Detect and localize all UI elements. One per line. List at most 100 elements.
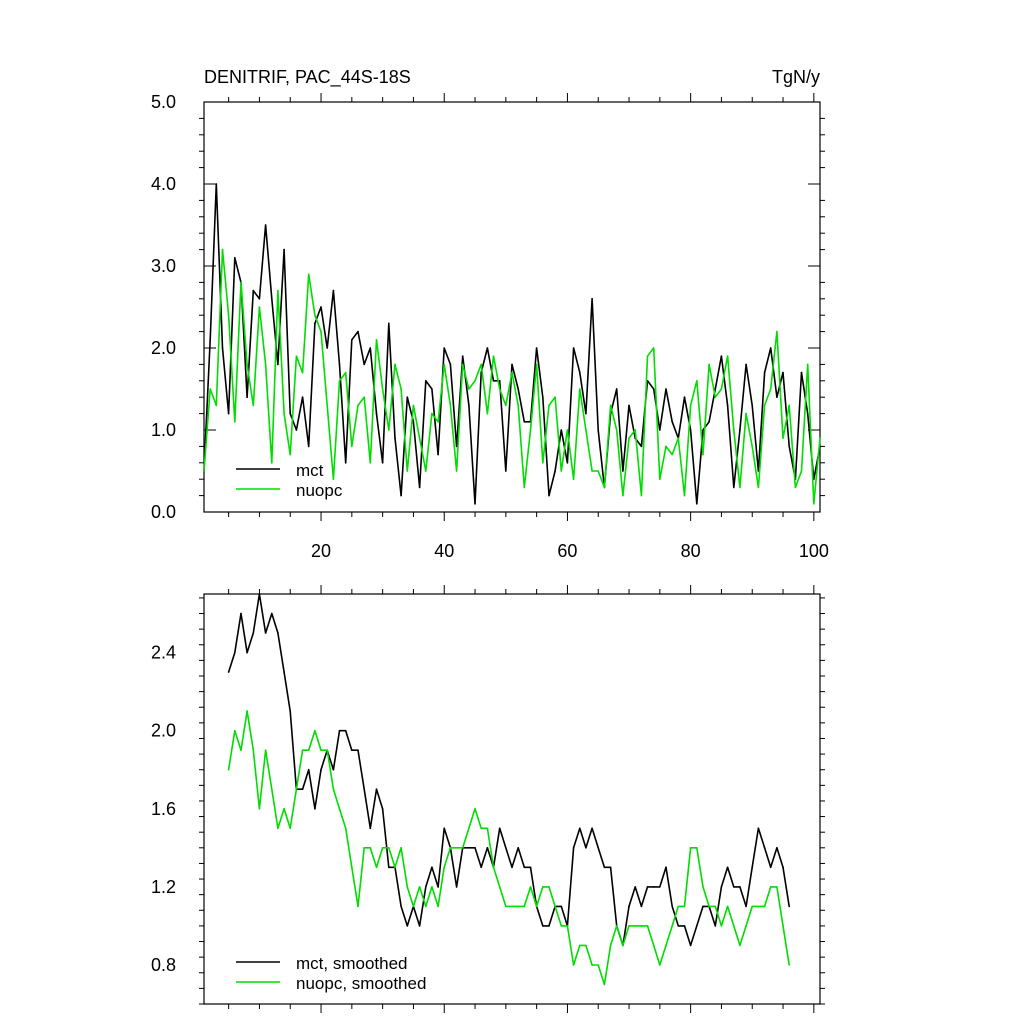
data-point — [542, 462, 544, 464]
series-points — [203, 183, 821, 505]
data-point — [776, 886, 778, 888]
data-point — [511, 371, 513, 374]
data-point — [283, 412, 285, 415]
data-point — [425, 470, 427, 472]
data-point — [542, 396, 544, 399]
data-point — [221, 347, 224, 349]
data-point — [246, 710, 248, 712]
data-point — [431, 886, 433, 888]
y-tick-label: 1.0 — [151, 420, 176, 440]
data-point — [622, 494, 624, 497]
data-point — [720, 925, 723, 927]
data-point — [443, 866, 446, 869]
y-tick-label: 3.0 — [151, 256, 176, 276]
data-point — [381, 462, 384, 464]
data-point — [289, 710, 292, 712]
data-point — [418, 437, 421, 440]
data-point — [782, 437, 784, 440]
data-point — [523, 866, 526, 869]
data-point — [320, 749, 322, 751]
data-point — [542, 925, 544, 927]
data-point — [560, 470, 563, 472]
data-point — [585, 412, 587, 415]
data-point — [683, 905, 686, 908]
data-point — [425, 905, 427, 908]
bottom-panel: 0.8 1.2 1.6 2.0 2.4 mct, smoothed nuopc, smo… — [151, 585, 825, 1013]
data-point — [751, 445, 753, 448]
data-point — [560, 429, 563, 431]
data-point — [548, 404, 550, 407]
data-point — [468, 827, 470, 830]
data-point — [702, 905, 704, 908]
data-point — [480, 363, 483, 366]
data-point — [615, 429, 618, 431]
data-point — [671, 453, 673, 456]
data-point — [388, 866, 390, 869]
data-point — [381, 388, 384, 390]
data-point — [566, 925, 569, 927]
data-point — [603, 486, 606, 489]
data-point — [652, 347, 655, 349]
data-point — [246, 651, 248, 654]
data-point — [652, 944, 655, 947]
legend-label-nuopc-smoothed: nuopc, smoothed — [296, 974, 426, 993]
data-point — [665, 944, 667, 947]
tick-labels: 20 40 60 80 100 0.0 1.0 2.0 3.0 4.0 5.0 — [151, 92, 829, 561]
data-point — [271, 612, 273, 615]
data-point — [757, 470, 760, 472]
data-point — [264, 749, 267, 751]
data-point — [474, 847, 476, 849]
data-point — [227, 314, 230, 317]
data-point — [474, 808, 476, 810]
data-point — [443, 363, 446, 366]
data-point — [363, 363, 366, 366]
data-point — [745, 925, 747, 927]
y-tick-label: 4.0 — [151, 174, 176, 194]
data-point — [622, 944, 624, 947]
series-points — [227, 710, 790, 986]
data-point — [523, 486, 526, 489]
data-point — [375, 866, 378, 869]
data-point — [252, 404, 255, 407]
data-point — [714, 905, 717, 908]
data-point — [677, 437, 680, 440]
data-point — [726, 404, 729, 407]
data-point — [739, 486, 741, 489]
data-point — [357, 330, 359, 333]
top-panel: DENITRIF, PAC_44S-18S TgN/y 20 40 60 80 100 0… — [151, 67, 829, 561]
data-point — [819, 437, 821, 440]
data-point — [437, 886, 439, 888]
data-point — [234, 257, 236, 259]
data-point — [289, 827, 292, 830]
data-point — [400, 847, 402, 849]
data-point — [788, 905, 790, 908]
data-point — [320, 330, 322, 333]
y-tick-label: 0.8 — [151, 955, 176, 975]
data-point — [314, 729, 316, 732]
data-point — [751, 905, 753, 908]
data-point — [652, 886, 655, 888]
data-point — [338, 363, 341, 366]
axis-ticks — [199, 93, 825, 521]
data-point — [757, 827, 760, 830]
data-point — [388, 847, 390, 849]
data-point — [511, 905, 513, 908]
tick-labels: 0.8 1.2 1.6 2.0 2.4 — [151, 643, 176, 975]
data-point — [338, 380, 341, 382]
data-point — [474, 503, 476, 505]
data-point — [344, 827, 347, 830]
y-tick-label: 1.2 — [151, 877, 176, 897]
data-point — [739, 429, 741, 431]
data-point — [554, 470, 556, 472]
data-point — [301, 371, 304, 374]
data-point — [492, 866, 495, 869]
legend-label-mct-smoothed: mct, smoothed — [296, 954, 408, 973]
data-point — [400, 905, 402, 908]
data-point — [566, 429, 569, 431]
plot-frame — [203, 593, 821, 1005]
data-point — [683, 494, 686, 497]
data-point — [234, 421, 236, 423]
data-point — [271, 298, 273, 300]
legend-label-mct: mct — [296, 461, 324, 480]
data-point — [560, 925, 563, 927]
